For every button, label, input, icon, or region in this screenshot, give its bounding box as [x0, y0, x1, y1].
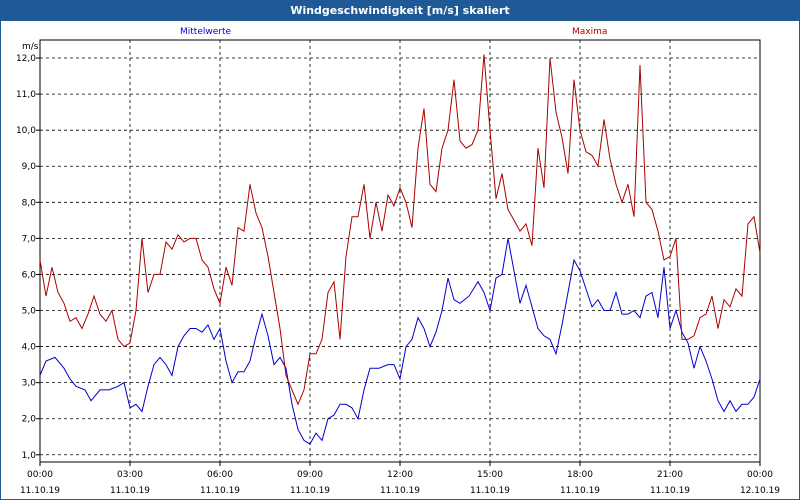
legend-mittelwerte: Mittelwerte — [180, 27, 231, 37]
x-tick-date: 11.10.19 — [20, 486, 60, 496]
y-tick-label: 10,0 — [16, 126, 36, 136]
y-tick-label: 1,0 — [22, 451, 37, 461]
x-tick-time: 21:00 — [657, 470, 683, 480]
window-title: Windgeschwindigkeit [m/s] skaliert — [1, 1, 799, 21]
series-line-mittelwerte — [39, 238, 761, 445]
x-tick-date: 11.10.19 — [200, 486, 240, 496]
x-tick-date: 11.10.19 — [470, 486, 510, 496]
y-tick-label: 4,0 — [22, 343, 37, 353]
y-axis-label: m/s — [22, 42, 39, 52]
x-tick-date: 11.10.19 — [290, 486, 330, 496]
y-tick-label: 7,0 — [22, 234, 37, 244]
grid — [40, 40, 760, 462]
x-tick-time: 00:00 — [747, 470, 773, 480]
y-tick-label: 12,0 — [16, 54, 36, 64]
x-tick-time: 09:00 — [297, 470, 323, 480]
x-tick-time: 06:00 — [207, 470, 233, 480]
x-tick-time: 03:00 — [117, 470, 143, 480]
y-tick-label: 9,0 — [22, 162, 37, 172]
y-tick-label: 3,0 — [22, 379, 37, 389]
x-tick-date: 11.10.19 — [380, 486, 420, 496]
y-ticks: 1,0 2,0 3,0 4,0 5,0 6,0 7,0 8,0 9,0 10,0 11,0 12,0 — [16, 54, 40, 461]
x-ticks: 00:00 11.10.19 03:00 11.10.19 06:00 11.10.19 0… — [20, 462, 780, 496]
x-tick-time: 15:00 — [477, 470, 503, 480]
x-tick-date: 11.10.19 — [650, 486, 690, 496]
y-tick-label: 5,0 — [22, 307, 37, 317]
legend-maxima: Maxima — [572, 27, 607, 37]
x-tick-date: 11.10.19 — [560, 486, 600, 496]
y-tick-label: 11,0 — [16, 90, 36, 100]
y-tick-label: 2,0 — [22, 415, 37, 425]
series-line-maxima — [39, 54, 761, 406]
x-tick-date: 12.10.19 — [740, 486, 780, 496]
y-tick-label: 6,0 — [22, 270, 37, 280]
x-tick-date: 11.10.19 — [110, 486, 150, 496]
y-tick-label: 8,0 — [22, 198, 37, 208]
x-tick-time: 00:00 — [27, 470, 53, 480]
series-lines — [39, 54, 761, 445]
x-tick-time: 12:00 — [387, 470, 413, 480]
x-tick-time: 18:00 — [567, 470, 593, 480]
